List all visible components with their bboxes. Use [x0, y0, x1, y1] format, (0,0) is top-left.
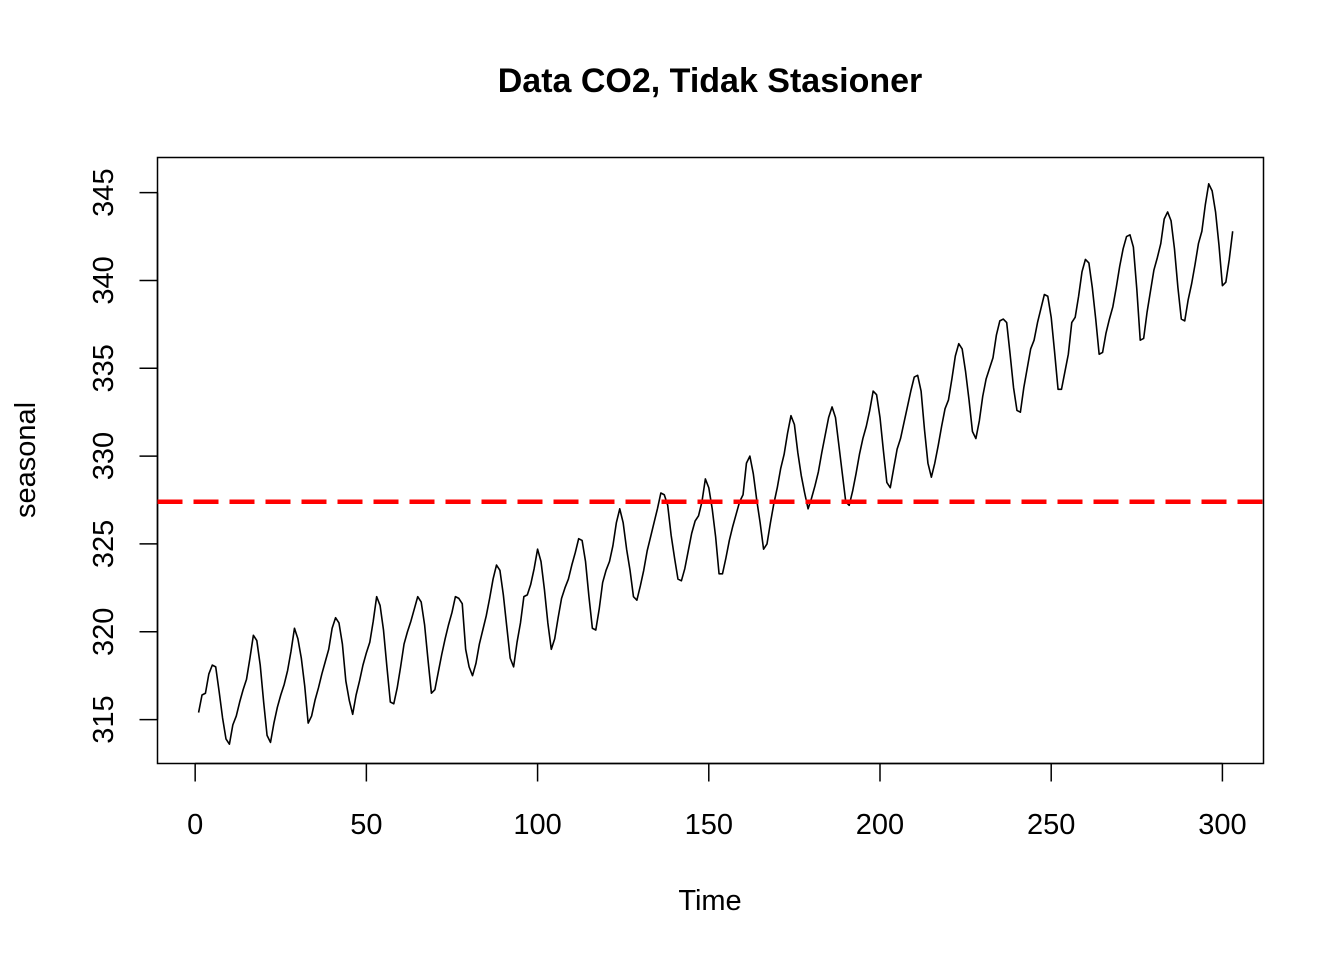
y-axis: 315 320 325 330 335 340 345	[88, 168, 159, 744]
y-tick-label: 335	[88, 344, 120, 392]
x-tick-label: 0	[187, 809, 203, 841]
y-tick-label: 340	[88, 256, 120, 304]
y-axis-label: seasonal	[10, 402, 42, 518]
x-tick-label: 250	[1027, 809, 1075, 841]
x-axis: 0 50 100 150 200 250 300	[187, 762, 1247, 841]
y-tick-label: 345	[88, 168, 120, 216]
x-tick-label: 50	[350, 809, 382, 841]
y-tick-label: 330	[88, 432, 120, 480]
y-tick-label: 325	[88, 520, 120, 568]
series-layer	[197, 183, 1234, 745]
x-axis-label: Time	[678, 885, 741, 917]
x-tick-label: 300	[1198, 809, 1246, 841]
y-tick-label: 315	[88, 695, 120, 743]
x-tick-label: 150	[685, 809, 733, 841]
y-tick-label: 320	[88, 608, 120, 656]
series-line	[197, 183, 1234, 745]
chart-title: Data CO2, Tidak Stasioner	[498, 62, 923, 100]
x-tick-label: 100	[513, 809, 561, 841]
x-tick-label: 200	[856, 809, 904, 841]
plot-frame	[156, 156, 1265, 765]
